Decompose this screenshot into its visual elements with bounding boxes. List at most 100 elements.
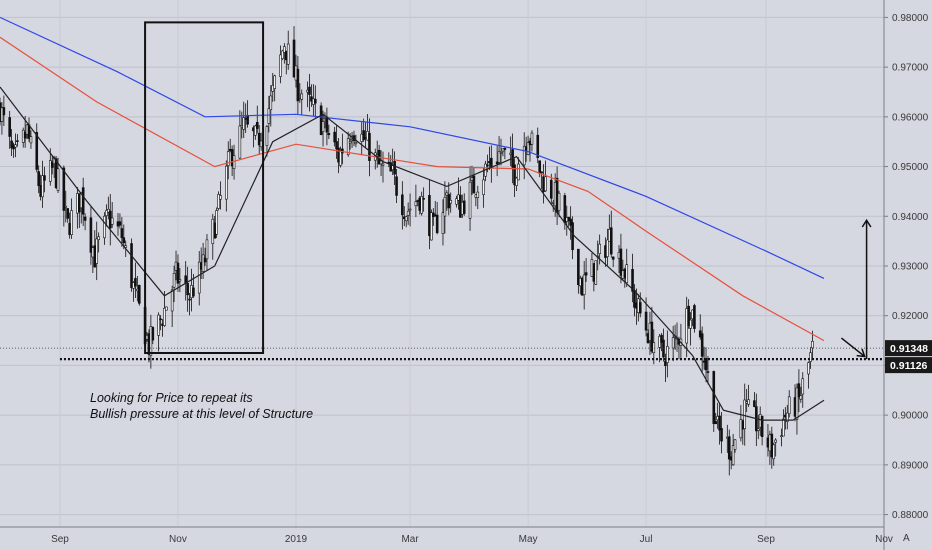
candle — [631, 253, 634, 303]
time-axis[interactable]: Sep Nov 2019 Mar May Jul Sep Nov — [51, 534, 893, 545]
candle-body-up — [468, 181, 472, 219]
candle-body-down — [362, 130, 365, 141]
candle — [420, 191, 423, 216]
candle — [811, 330, 814, 359]
candle-body-down — [569, 218, 572, 226]
candle-body-up — [501, 148, 505, 152]
candle — [772, 442, 776, 466]
price-tag-label: 0.91348 — [890, 343, 928, 355]
candle — [395, 168, 398, 203]
candle-body-up — [273, 75, 276, 89]
candle — [29, 130, 33, 149]
price-axis[interactable]: 0.98000 0.97000 0.96000 0.95000 0.94000 0.930… — [884, 13, 929, 521]
candle-body-down — [486, 164, 489, 167]
candle — [606, 228, 609, 266]
candle-body-up — [201, 254, 205, 272]
candle-body-down — [23, 131, 27, 139]
candle-body-up — [782, 418, 785, 437]
candle — [70, 198, 73, 239]
price-tick-label: 0.92000 — [892, 311, 929, 322]
candle-body-up — [530, 132, 534, 145]
candle — [799, 386, 803, 403]
candle-body-up — [476, 191, 480, 198]
candle — [718, 404, 721, 445]
price-tick-label: 0.93000 — [892, 261, 929, 272]
candle-body-up — [29, 136, 33, 144]
candle — [97, 232, 100, 253]
time-tick-label: Mar — [401, 534, 419, 545]
time-tick-label: 2019 — [285, 534, 308, 545]
candle — [281, 49, 284, 61]
candle-body-up — [238, 125, 242, 159]
candle-body-up — [774, 439, 777, 443]
candle-body-up — [219, 195, 222, 200]
candle — [35, 123, 39, 173]
candle — [286, 30, 290, 70]
candle — [62, 165, 66, 227]
candle-body-down — [81, 187, 85, 215]
candle — [666, 330, 669, 378]
candle — [497, 136, 501, 166]
time-tick-label: Sep — [51, 534, 69, 545]
candle — [157, 312, 160, 352]
candle — [727, 429, 731, 476]
candle-body-up — [689, 319, 692, 329]
candle-body-up — [544, 176, 547, 192]
drawings — [0, 21, 884, 361]
candle — [339, 146, 342, 168]
candle — [797, 369, 801, 413]
auto-scale-toggle[interactable]: A — [903, 533, 910, 544]
candle — [89, 205, 93, 265]
candle — [495, 145, 499, 177]
candle-body-up — [379, 160, 383, 165]
candle — [14, 133, 17, 158]
candle — [10, 129, 13, 157]
candle — [650, 306, 654, 354]
candle-body-down — [718, 415, 721, 431]
candle-body-down — [66, 208, 70, 219]
candle-body-up — [625, 264, 629, 283]
candle-body-down — [704, 357, 708, 371]
candle-body-up — [300, 93, 304, 100]
candle — [130, 238, 133, 292]
candle — [95, 221, 99, 281]
candle — [501, 148, 505, 157]
candle — [308, 73, 311, 112]
candle-body-up — [756, 428, 760, 431]
candle-body-up — [321, 121, 325, 132]
candle-body-down — [462, 200, 466, 214]
candle-body-down — [495, 161, 499, 164]
candle-body-up — [354, 142, 358, 145]
candle — [313, 85, 317, 118]
candle-body-up — [733, 439, 737, 450]
candle-body-up — [443, 197, 447, 217]
candle-body-up — [526, 142, 530, 155]
price-tag-box — [885, 340, 932, 357]
candle-body-down — [611, 256, 615, 260]
candle — [712, 370, 716, 432]
candle — [490, 145, 493, 183]
candle — [120, 217, 124, 247]
candle-body-down — [43, 175, 46, 181]
candle — [319, 102, 323, 136]
candle — [801, 372, 805, 408]
candle-body-down — [395, 176, 398, 196]
candle-body-up — [267, 108, 271, 124]
candle — [176, 254, 180, 292]
candle-body-down — [308, 86, 311, 95]
candle — [706, 356, 710, 385]
candle-body-up — [404, 216, 408, 222]
candle-body-up — [279, 54, 282, 77]
candle-body-up — [14, 144, 17, 148]
candle-body-down — [536, 134, 540, 159]
candle-body-down — [571, 222, 574, 251]
candle — [50, 156, 54, 175]
candle — [368, 118, 371, 177]
candle — [785, 404, 789, 430]
candle — [379, 150, 383, 177]
candle-body-up — [381, 163, 385, 166]
candle-body-up — [178, 279, 182, 282]
candle — [809, 347, 812, 369]
price-tick-label: 0.89000 — [892, 460, 929, 471]
